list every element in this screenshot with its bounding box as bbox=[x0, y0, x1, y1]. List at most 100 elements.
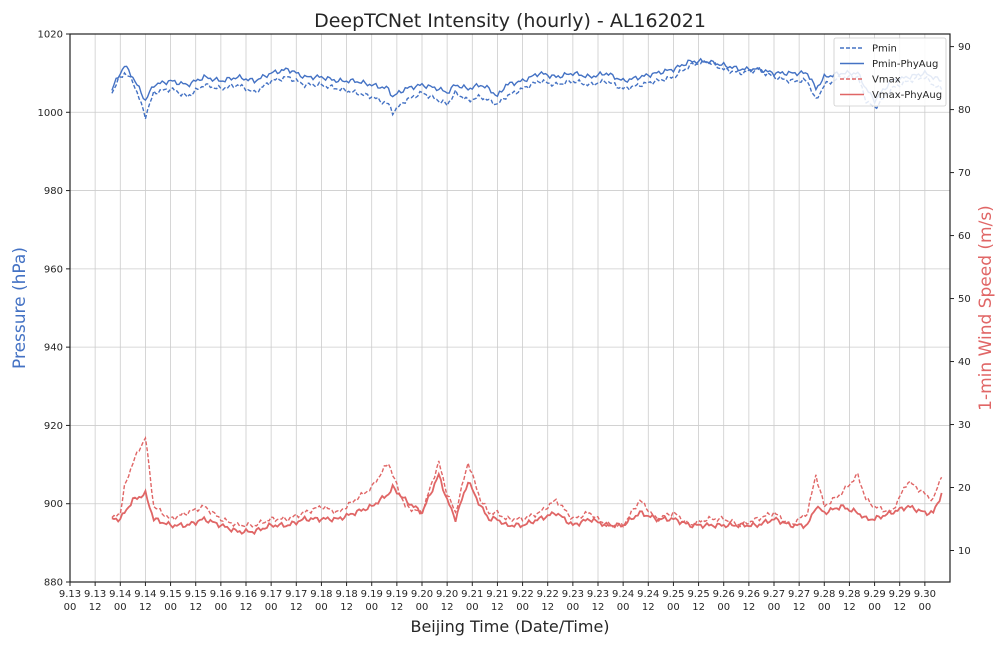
x-tick-label-date: 9.25 bbox=[687, 589, 709, 600]
x-tick-label-time: 12 bbox=[390, 602, 403, 613]
series-layer bbox=[111, 57, 943, 536]
x-tick-label-date: 9.17 bbox=[260, 589, 282, 600]
legend-label: Vmax-PhyAug bbox=[872, 90, 942, 101]
x-tick-label-time: 00 bbox=[114, 602, 127, 613]
x-tick-label-date: 9.18 bbox=[310, 589, 332, 600]
legend-label: Pmin-PhyAug bbox=[872, 59, 938, 70]
y-axis-right-title: 1-min Wind Speed (m/s) bbox=[976, 205, 996, 411]
y-left-tick-label: 1000 bbox=[38, 108, 63, 119]
y-right-tick-label: 10 bbox=[958, 546, 971, 557]
x-tick-label-time: 12 bbox=[592, 602, 605, 613]
x-tick-label-time: 12 bbox=[692, 602, 705, 613]
x-tick-label-time: 00 bbox=[315, 602, 328, 613]
x-tick-label-date: 9.16 bbox=[235, 589, 257, 600]
x-tick-label-time: 12 bbox=[189, 602, 202, 613]
legend: Pmin Pmin-PhyAug Vmax Vmax-PhyAug bbox=[833, 37, 947, 107]
x-tick-label-time: 00 bbox=[516, 602, 529, 613]
x-tick-label-time: 12 bbox=[793, 602, 806, 613]
x-tick-label-date: 9.20 bbox=[436, 589, 458, 600]
x-tick-label-time: 12 bbox=[642, 602, 655, 613]
x-tick-label-date: 9.14 bbox=[134, 589, 156, 600]
series-line-vmax bbox=[111, 436, 943, 529]
x-tick-label-date: 9.21 bbox=[461, 589, 483, 600]
x-tick-label-time: 00 bbox=[667, 602, 680, 613]
x-tick-label-date: 9.24 bbox=[612, 589, 634, 600]
x-tick-label-date: 9.30 bbox=[914, 589, 936, 600]
x-tick-label-time: 12 bbox=[541, 602, 554, 613]
x-tick-label-date: 9.16 bbox=[210, 589, 232, 600]
x-tick-label-time: 12 bbox=[893, 602, 906, 613]
x-tick-label-time: 00 bbox=[416, 602, 429, 613]
y-left-tick-label: 880 bbox=[44, 578, 63, 589]
y-left-tick-label: 1020 bbox=[38, 30, 63, 41]
x-tick-label-date: 9.27 bbox=[763, 589, 785, 600]
x-tick-label-date: 9.20 bbox=[411, 589, 433, 600]
x-axis-title: Beijing Time (Date/Time) bbox=[410, 617, 609, 636]
y-right-tick-label: 40 bbox=[958, 357, 971, 368]
x-tick-label-time: 12 bbox=[742, 602, 755, 613]
x-tick-label-time: 12 bbox=[843, 602, 856, 613]
x-tick-label-date: 9.28 bbox=[813, 589, 835, 600]
x-tick-label-date: 9.29 bbox=[889, 589, 911, 600]
x-tick-label-time: 12 bbox=[290, 602, 303, 613]
x-tick-label-date: 9.25 bbox=[662, 589, 684, 600]
x-tick-label-time: 00 bbox=[918, 602, 931, 613]
y-axis-left-title: Pressure (hPa) bbox=[10, 247, 30, 369]
y-left-tick-label: 980 bbox=[44, 186, 63, 197]
x-tick-label-date: 9.13 bbox=[84, 589, 106, 600]
grid bbox=[69, 33, 950, 583]
x-tick-label-date: 9.18 bbox=[335, 589, 357, 600]
x-tick-label-time: 00 bbox=[868, 602, 881, 613]
x-tick-label-time: 00 bbox=[265, 602, 278, 613]
y-right-tick-label: 80 bbox=[958, 105, 971, 116]
x-tick-label-date: 9.24 bbox=[637, 589, 659, 600]
x-tick-label-time: 12 bbox=[441, 602, 454, 613]
x-tick-label-time: 00 bbox=[365, 602, 378, 613]
x-tick-label-date: 9.19 bbox=[386, 589, 408, 600]
x-tick-label-time: 00 bbox=[818, 602, 831, 613]
y-right-tick-label: 60 bbox=[958, 231, 971, 242]
x-tick-label-time: 00 bbox=[214, 602, 227, 613]
ticks: 9.13 00 9.13 12 9.14 00 9.14 12 9.15 00 9.15 12 9.16… bbox=[38, 30, 971, 614]
y-right-tick-label: 30 bbox=[958, 420, 971, 431]
legend-label: Pmin bbox=[872, 44, 897, 55]
x-tick-label-time: 00 bbox=[717, 602, 730, 613]
x-tick-label-date: 9.19 bbox=[361, 589, 383, 600]
x-tick-label-time: 00 bbox=[164, 602, 177, 613]
x-tick-label-date: 9.15 bbox=[159, 589, 181, 600]
x-tick-label-time: 12 bbox=[139, 602, 152, 613]
legend-box bbox=[833, 37, 947, 107]
x-tick-label-date: 9.26 bbox=[713, 589, 735, 600]
x-tick-label-time: 00 bbox=[768, 602, 781, 613]
x-tick-label-date: 9.17 bbox=[285, 589, 307, 600]
y-left-tick-label: 900 bbox=[44, 499, 63, 510]
x-tick-label-date: 9.26 bbox=[738, 589, 760, 600]
y-left-tick-label: 920 bbox=[44, 421, 63, 432]
series-line-vmax-phyaug bbox=[111, 471, 943, 536]
x-tick-label-date: 9.23 bbox=[587, 589, 609, 600]
x-tick-label-date: 9.15 bbox=[185, 589, 207, 600]
x-tick-label-time: 12 bbox=[340, 602, 353, 613]
y-left-tick-label: 960 bbox=[44, 264, 63, 275]
x-tick-label-date: 9.22 bbox=[511, 589, 533, 600]
x-tick-label-date: 9.23 bbox=[562, 589, 584, 600]
x-tick-label-time: 00 bbox=[64, 602, 77, 613]
x-tick-label-time: 00 bbox=[466, 602, 479, 613]
x-tick-label-time: 12 bbox=[491, 602, 504, 613]
x-tick-label-time: 12 bbox=[240, 602, 253, 613]
x-tick-label-time: 00 bbox=[617, 602, 630, 613]
legend-label: Vmax bbox=[872, 75, 901, 86]
series-line-pmin-phyaug bbox=[111, 57, 942, 106]
x-tick-label-date: 9.27 bbox=[788, 589, 810, 600]
x-tick-label-date: 9.21 bbox=[486, 589, 508, 600]
y-right-tick-label: 70 bbox=[958, 168, 971, 179]
series-line-pmin bbox=[111, 58, 943, 120]
x-tick-label-date: 9.22 bbox=[537, 589, 559, 600]
x-tick-label-date: 9.28 bbox=[838, 589, 860, 600]
x-tick-label-date: 9.14 bbox=[109, 589, 131, 600]
y-left-tick-label: 940 bbox=[44, 343, 63, 354]
y-right-tick-label: 90 bbox=[958, 42, 971, 53]
x-tick-label-date: 9.29 bbox=[863, 589, 885, 600]
y-right-tick-label: 20 bbox=[958, 483, 971, 494]
